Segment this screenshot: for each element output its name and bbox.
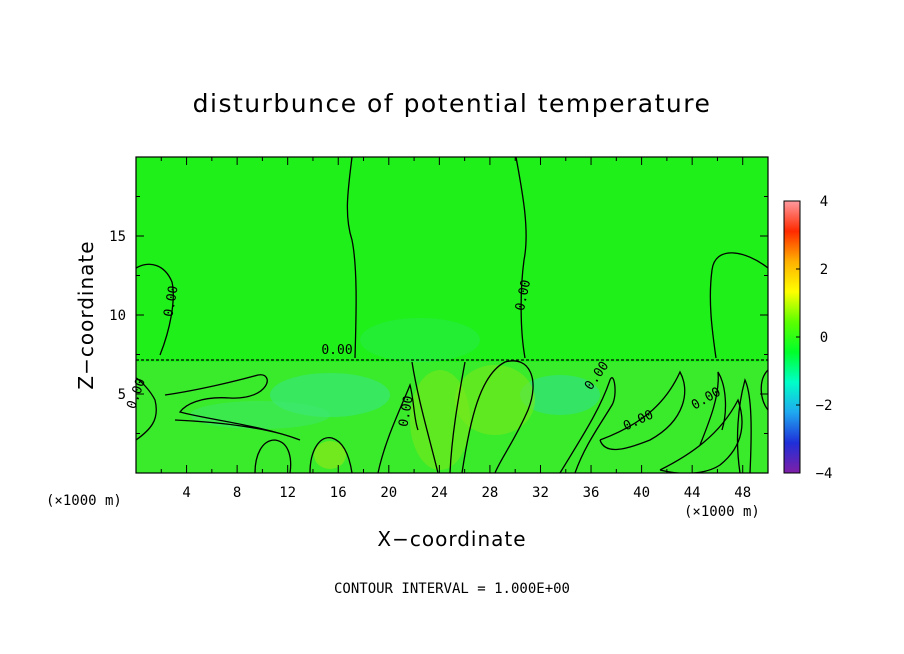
contour-label: 0.00 (321, 343, 352, 358)
contour-line (254, 439, 292, 473)
contour-label: 0.00 (396, 395, 416, 428)
contour-line (515, 157, 527, 359)
x-tick-label: 32 (532, 485, 549, 501)
x-unit-right: (×1000 m) (684, 504, 760, 520)
contour-line (309, 437, 353, 473)
contour-line (377, 382, 419, 473)
contour-line (411, 361, 439, 473)
contour-line (699, 371, 727, 446)
contour-line (136, 377, 157, 441)
contour-line (136, 263, 174, 356)
contour-line (346, 157, 357, 359)
y-tick-label: 10 (109, 308, 126, 324)
warm-patch (314, 441, 346, 469)
x-tick-label: 16 (330, 485, 347, 501)
x-tick-label: 48 (734, 485, 751, 501)
contour-line (164, 374, 301, 441)
y-tick-label: 5 (118, 387, 126, 403)
x-tick-label: 44 (684, 485, 701, 501)
x-tick-label: 20 (380, 485, 397, 501)
contour-interval-note: CONTOUR INTERVAL = 1.000E+00 (334, 581, 570, 597)
x-tick-label: 12 (279, 485, 296, 501)
colorbar-ticks: 4 2 0 −2 −4 (796, 194, 832, 482)
colorbar-tick-label: 4 (820, 194, 828, 210)
x-ticks: 4 8 12 16 20 24 28 32 36 40 44 48 (160, 157, 751, 501)
colorbar-tick-label: −2 (816, 398, 833, 414)
colorbar-tick-label: 0 (820, 330, 828, 346)
colorbar-tick-label: −4 (816, 466, 833, 482)
lower-field-patches (136, 318, 768, 473)
field-layer (136, 157, 768, 473)
colorbar: 4 2 0 −2 −4 (783, 194, 832, 482)
contour-line (559, 377, 616, 473)
cool-patch (520, 375, 600, 415)
contour-line (736, 378, 752, 473)
contour-label: 0.00 (161, 285, 181, 318)
y-axis-label: Z−coordinate (74, 240, 98, 389)
x-tick-label: 40 (633, 485, 650, 501)
warm-patch (455, 365, 535, 435)
contour-line (760, 369, 768, 411)
chart-title: disturbunce of potential temperature (193, 89, 712, 118)
contour-line (709, 252, 768, 359)
x-tick-label: 24 (431, 485, 448, 501)
y-ticks: 5 10 15 (109, 196, 768, 434)
x-axis-label: X−coordinate (377, 527, 526, 551)
cool-patch (360, 318, 480, 362)
contour-line (449, 361, 466, 473)
x-tick-label: 4 (182, 485, 190, 501)
contour-line (599, 370, 686, 451)
warm-patch (410, 370, 470, 470)
x-unit-left: (×1000 m) (46, 493, 122, 509)
x-tick-label: 36 (583, 485, 600, 501)
contour-line (461, 360, 534, 473)
contour-label: 0.00 (513, 278, 534, 312)
cool-patch (190, 401, 330, 429)
x-tick-label: 28 (481, 485, 498, 501)
colorbar-tick-label: 2 (820, 262, 828, 278)
x-tick-label: 8 (233, 485, 241, 501)
y-tick-label: 15 (109, 229, 126, 245)
